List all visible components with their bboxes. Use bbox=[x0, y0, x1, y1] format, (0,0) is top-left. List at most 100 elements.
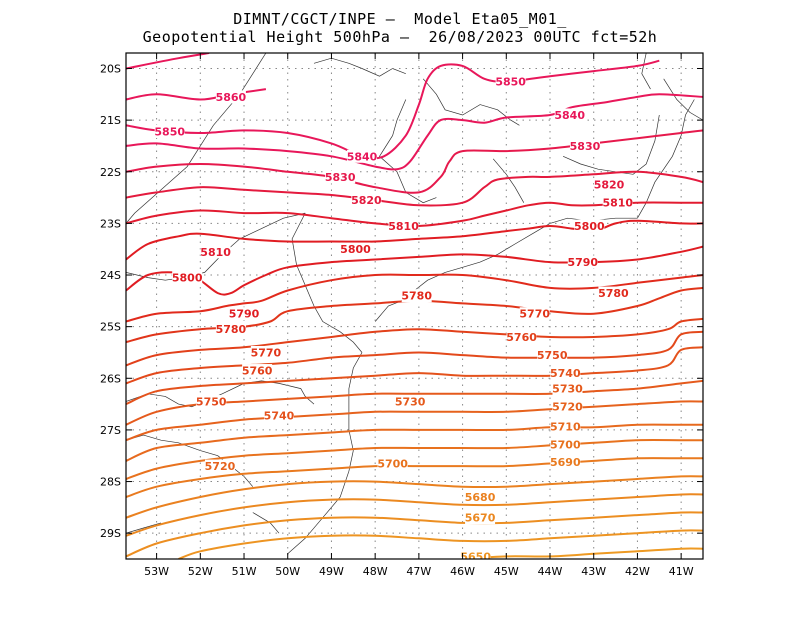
contour-5750 bbox=[126, 330, 703, 385]
x-tick-label: 43W bbox=[581, 565, 606, 578]
x-tick-label: 42W bbox=[625, 565, 650, 578]
contour-label: 5780 bbox=[401, 290, 432, 303]
contour-label: 5810 bbox=[388, 220, 419, 233]
y-tick-label: 20S bbox=[100, 62, 121, 75]
contour-label: 5820 bbox=[351, 194, 382, 207]
contour-5760 bbox=[126, 317, 703, 367]
coastline bbox=[422, 78, 520, 126]
contour-5670 bbox=[126, 493, 703, 537]
contour-label: 5740 bbox=[264, 409, 295, 422]
contour-label: 5720 bbox=[552, 401, 583, 414]
contour-5650 bbox=[178, 529, 703, 559]
contour-label: 5770 bbox=[519, 308, 550, 321]
contour-label-bg bbox=[325, 170, 356, 184]
contour-label: 5790 bbox=[567, 256, 598, 269]
x-tick-label: 46W bbox=[450, 565, 475, 578]
contour-label-bg bbox=[552, 400, 583, 414]
coastline bbox=[287, 352, 363, 555]
contour-label-bg bbox=[506, 330, 537, 344]
contour-label-bg bbox=[550, 366, 581, 380]
coastline bbox=[126, 212, 306, 281]
contour-label-bg bbox=[598, 286, 629, 300]
contour-label: 5670 bbox=[465, 512, 496, 525]
x-tick-label: 47W bbox=[406, 565, 431, 578]
contour-5640 bbox=[462, 547, 703, 559]
coastline bbox=[637, 99, 695, 219]
contour-label-bg bbox=[204, 459, 235, 473]
contour-label-bg bbox=[519, 307, 550, 321]
contour-5710 bbox=[126, 423, 703, 462]
contour-5810 bbox=[126, 201, 703, 228]
coastline bbox=[126, 53, 267, 224]
contour-label-bg bbox=[250, 345, 281, 359]
y-tick-label: 29S bbox=[100, 527, 121, 540]
contour-label: 5730 bbox=[395, 396, 426, 409]
contour-label-bg bbox=[550, 437, 581, 451]
contour-5720 bbox=[126, 400, 703, 442]
contour-label: 5800 bbox=[172, 272, 203, 285]
contour-label-bg bbox=[351, 193, 382, 207]
contour-label-bg bbox=[537, 348, 568, 362]
axis-layer: 53W 52W 51W 50W 49W 48W 47W 46W 45W 44W 43W 42W 41W 2… bbox=[100, 53, 703, 578]
contour-5860 bbox=[126, 53, 210, 70]
contour-label: 5730 bbox=[552, 383, 583, 396]
contour-label-bg bbox=[229, 307, 260, 321]
contour-label: 5830 bbox=[325, 171, 356, 184]
contour-label: 5840 bbox=[347, 150, 378, 163]
contour-label: 5750 bbox=[196, 396, 227, 409]
contour-label-bg bbox=[215, 322, 246, 336]
contour-label-bg bbox=[574, 219, 605, 233]
x-tick-label: 45W bbox=[494, 565, 519, 578]
y-tick-label: 28S bbox=[100, 476, 121, 489]
contour-layer bbox=[126, 53, 703, 559]
contour-label: 5740 bbox=[550, 367, 581, 380]
contour-label-bg bbox=[200, 245, 231, 259]
coastline bbox=[562, 114, 660, 175]
contour-5690 bbox=[126, 457, 703, 498]
contour-label-bg bbox=[552, 382, 583, 396]
contour-label: 5650 bbox=[460, 550, 491, 563]
y-tick-label: 25S bbox=[100, 321, 121, 334]
contour-label-bg bbox=[594, 178, 625, 192]
contour-label: 5780 bbox=[598, 287, 629, 300]
contour-label: 5710 bbox=[550, 420, 581, 433]
y-tick-label: 21S bbox=[100, 114, 121, 127]
contour-label: 5840 bbox=[554, 109, 585, 122]
contour-label-bg bbox=[263, 408, 294, 422]
contour-label-bg bbox=[569, 139, 600, 153]
contour-label: 5830 bbox=[570, 140, 601, 153]
contour-5840 bbox=[126, 93, 703, 171]
contour-label-bg bbox=[196, 395, 227, 409]
y-tick-label: 26S bbox=[100, 372, 121, 385]
x-tick-label: 51W bbox=[232, 565, 257, 578]
coastline bbox=[313, 57, 406, 77]
x-tick-label: 53W bbox=[144, 565, 169, 578]
y-tick-label: 27S bbox=[100, 424, 121, 437]
contour-label: 5850 bbox=[154, 125, 185, 138]
contour-label: 5700 bbox=[377, 457, 408, 470]
contour-label-bg bbox=[602, 196, 633, 210]
contour-label-bg bbox=[395, 395, 426, 409]
contour-5850 bbox=[126, 59, 660, 160]
coastline bbox=[126, 380, 315, 408]
x-tick-label: 50W bbox=[275, 565, 300, 578]
contour-label-bg bbox=[465, 490, 496, 504]
contour-label-bg bbox=[495, 74, 526, 88]
contour-label: 5810 bbox=[200, 246, 231, 259]
contour-label-bg bbox=[567, 255, 598, 269]
contour-label-bg bbox=[340, 242, 371, 256]
coastline bbox=[492, 158, 525, 203]
x-tick-label: 48W bbox=[363, 565, 388, 578]
contour-label: 5780 bbox=[216, 323, 247, 336]
contour-label-bg bbox=[347, 149, 378, 163]
contour-label-bg bbox=[550, 455, 581, 469]
contour-label-bg bbox=[388, 219, 419, 233]
y-tick-label: 22S bbox=[100, 166, 121, 179]
contour-5660 bbox=[126, 511, 703, 558]
x-tick-label: 41W bbox=[669, 565, 694, 578]
contour-label-layer: 5860 5850 5850 5840 5840 5830 5830 5820 5820 5810… bbox=[154, 74, 633, 563]
x-tick-label: 49W bbox=[319, 565, 344, 578]
contour-label-bg bbox=[215, 90, 246, 104]
contour-label-bg bbox=[172, 271, 203, 285]
contour-label: 5800 bbox=[340, 243, 371, 256]
